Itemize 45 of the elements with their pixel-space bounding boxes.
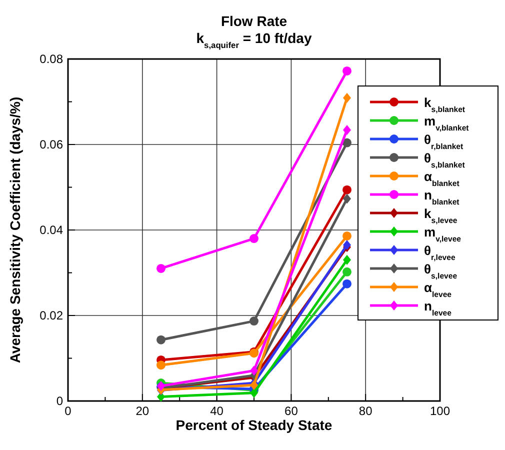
legend-label: k$_{s,levee}$ bbox=[424, 206, 458, 224]
x-tick-label: 80 bbox=[358, 404, 373, 418]
y-tick-label: 0.08 bbox=[40, 52, 64, 66]
legend-label: m$_{v,blanket}$ bbox=[424, 114, 470, 132]
y-tick-label: 0.04 bbox=[40, 223, 64, 237]
y-tick-label: 0.06 bbox=[40, 138, 64, 152]
legend-label: m$_{v,levee}$ bbox=[424, 224, 462, 243]
chart-subtitle: k$_{s,aquifer}$ = 10 ft/day bbox=[196, 30, 312, 50]
point bbox=[250, 234, 258, 244]
point bbox=[343, 92, 351, 103]
x-tick-label: 40 bbox=[210, 404, 224, 418]
point bbox=[342, 267, 352, 276]
y-tick-label: 0.02 bbox=[40, 308, 64, 322]
point bbox=[250, 366, 258, 376]
x-tick-label: 100 bbox=[430, 404, 450, 418]
point bbox=[250, 388, 258, 398]
point bbox=[342, 138, 352, 148]
point bbox=[342, 185, 352, 194]
legend-label: n$_{blanket}$ bbox=[424, 188, 460, 206]
x-tick-label: 0 bbox=[64, 404, 72, 418]
point bbox=[343, 240, 351, 250]
y-axis-title: Average Sensitivity Coefficient (days/%) bbox=[7, 96, 23, 364]
point bbox=[343, 124, 351, 135]
y-tick-label: 0 bbox=[56, 394, 64, 408]
legend-label: θ$_{s,blanket}$ bbox=[424, 150, 466, 169]
x-tick-label: 60 bbox=[284, 404, 298, 418]
legend-label: θ$_{r,levee}$ bbox=[424, 243, 456, 262]
x-tick-label: 20 bbox=[136, 404, 150, 418]
chart-title: Flow Rate bbox=[220, 13, 288, 29]
legend-label: α$_{blanket}$ bbox=[424, 169, 460, 188]
legend-label: θ$_{r,blanket}$ bbox=[424, 132, 464, 150]
legend-label: α$_{levee}$ bbox=[424, 280, 452, 298]
point bbox=[342, 66, 352, 76]
point bbox=[342, 231, 352, 240]
point bbox=[343, 194, 351, 204]
point bbox=[342, 279, 352, 288]
x-axis-title: Percent of Steady State bbox=[176, 417, 332, 433]
legend-label: θ$_{s,levee}$ bbox=[424, 262, 458, 280]
legend-label: k$_{s,blanket}$ bbox=[424, 95, 466, 114]
point bbox=[343, 254, 351, 265]
point bbox=[156, 264, 166, 273]
point bbox=[156, 360, 166, 370]
point bbox=[250, 316, 258, 326]
legend-label: n$_{levee}$ bbox=[424, 298, 452, 317]
point bbox=[156, 335, 166, 344]
